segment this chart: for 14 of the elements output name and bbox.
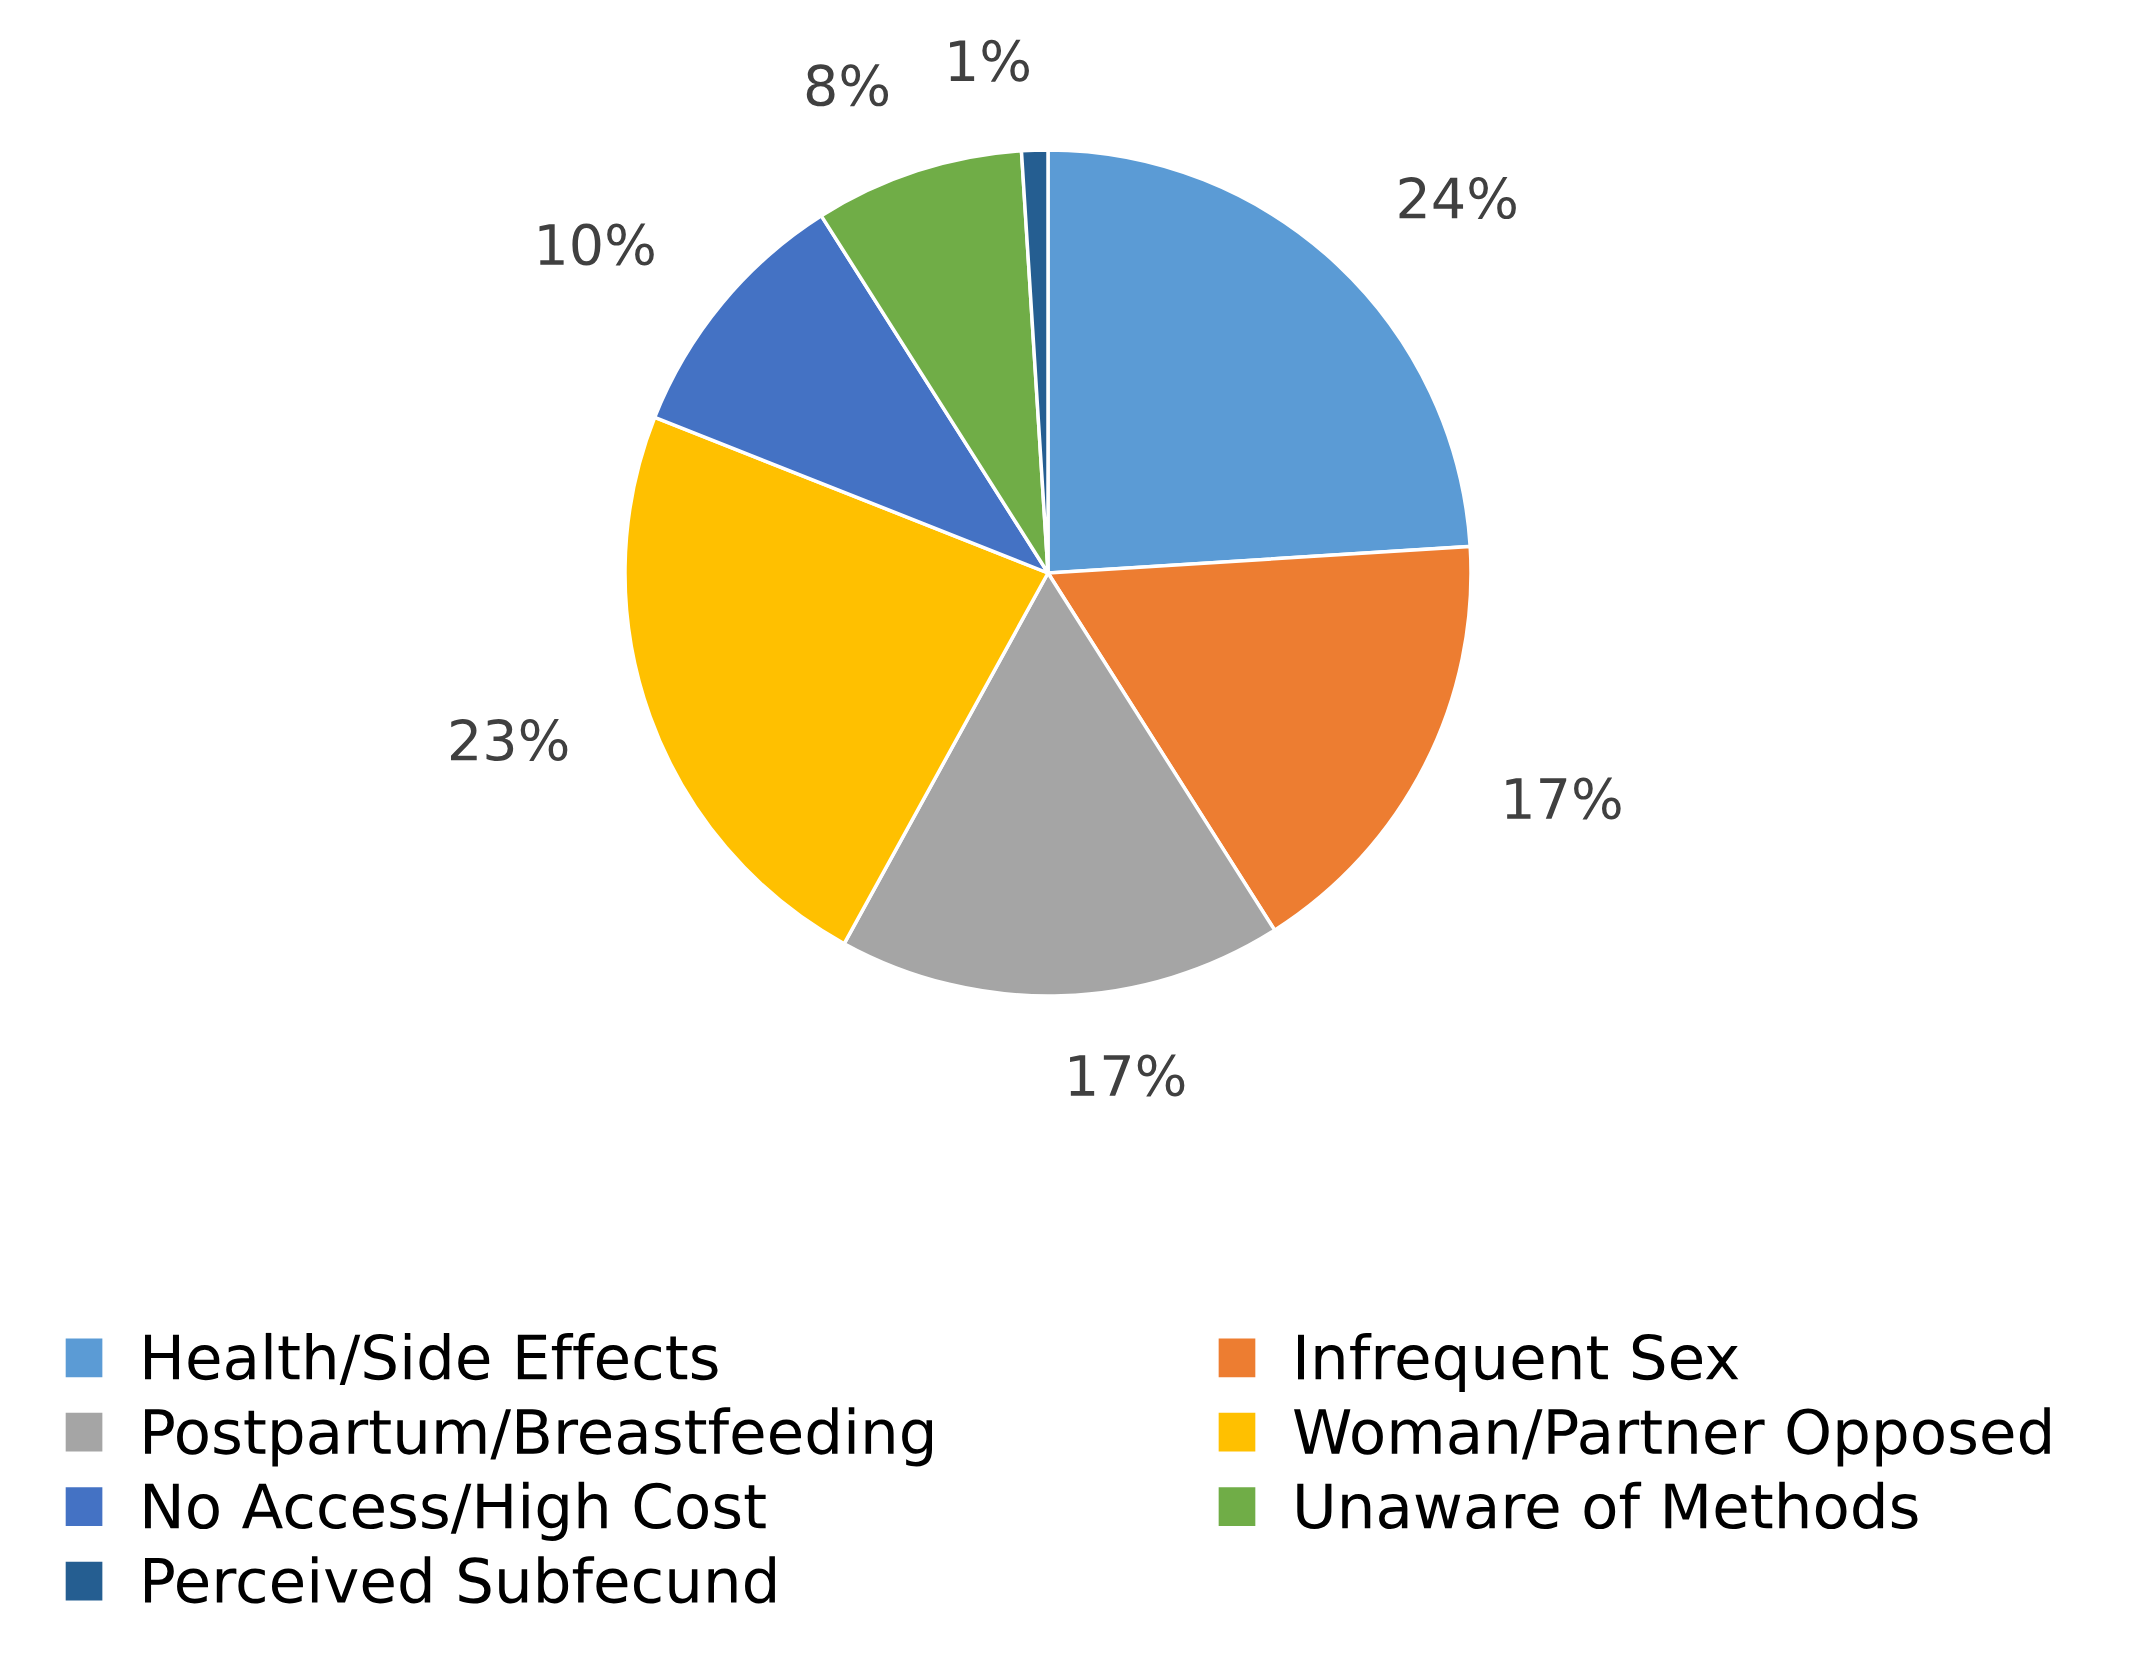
data-label: 24% — [1399, 177, 1516, 220]
data-label: 10% — [539, 223, 654, 266]
legend-label: Perceived Subfecund — [145, 1556, 775, 1604]
legend-label: Postpartum/Breastfeeding — [145, 1407, 932, 1467]
data-label: 17% — [1070, 1054, 1185, 1097]
data-label: 23% — [451, 719, 568, 762]
legend-label: Unaware of Methods — [1297, 1481, 1918, 1530]
legend-label: Infrequent Sex — [1297, 1332, 1739, 1393]
legend-label: No Access/High Cost — [145, 1481, 766, 1541]
legend-label: Woman/Partner Opposed — [1294, 1407, 2050, 1467]
data-label: 1% — [950, 39, 1029, 82]
data-label: 17% — [1506, 777, 1621, 820]
data-label: 8% — [806, 64, 889, 107]
legend-label: Health/Side Effects — [145, 1332, 718, 1386]
